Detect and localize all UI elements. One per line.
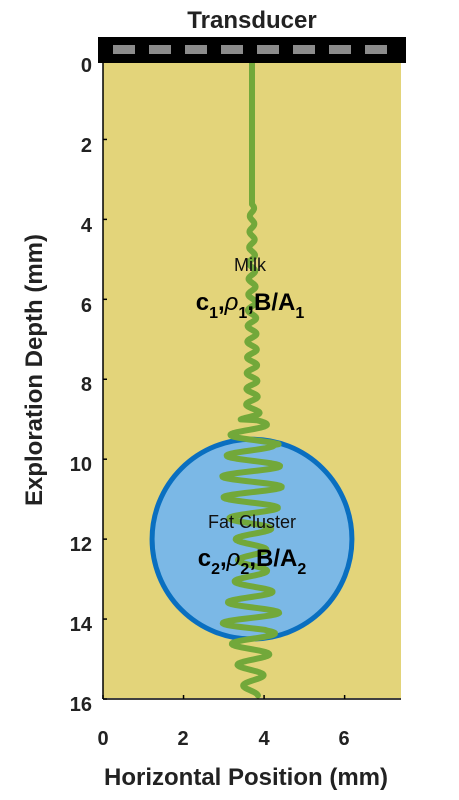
transducer-elements <box>113 45 387 54</box>
y-tick-label: 14 <box>70 614 93 636</box>
y-axis-title: Exploration Depth (mm) <box>21 234 48 506</box>
fat-cluster-label: Fat Cluster <box>208 512 296 532</box>
y-tick-label: 6 <box>81 295 92 317</box>
transducer <box>98 37 406 63</box>
fat-parameters: c2,ρ2,B/A2 <box>198 545 307 578</box>
x-tick-label: 4 <box>258 728 270 750</box>
y-tick-label: 16 <box>70 694 92 716</box>
transducer-element <box>329 45 351 54</box>
y-tick-label: 12 <box>70 534 92 556</box>
acoustic-wave-path <box>219 42 285 699</box>
y-tick-label: 4 <box>81 215 93 237</box>
milk-label: Milk <box>234 255 267 275</box>
transducer-element <box>185 45 207 54</box>
x-tick-label: 6 <box>338 728 349 750</box>
x-axis-title: Horizontal Position (mm) <box>104 764 388 791</box>
transducer-element <box>293 45 315 54</box>
transducer-element <box>257 45 279 54</box>
title: Transducer <box>187 7 316 34</box>
y-tick-label: 10 <box>70 454 92 476</box>
y-tick-label: 0 <box>81 55 92 77</box>
y-tick-label: 2 <box>81 135 92 157</box>
x-tick-label: 0 <box>97 728 108 750</box>
transducer-element <box>365 45 387 54</box>
y-tick-label: 8 <box>81 374 92 396</box>
transducer-element <box>149 45 171 54</box>
milk-parameters: c1,ρ1,B/A1 <box>196 289 305 322</box>
transducer-element <box>113 45 135 54</box>
transducer-element <box>221 45 243 54</box>
transducer-body <box>98 37 406 63</box>
tick-marks <box>102 58 346 700</box>
x-tick-label: 2 <box>177 728 188 750</box>
